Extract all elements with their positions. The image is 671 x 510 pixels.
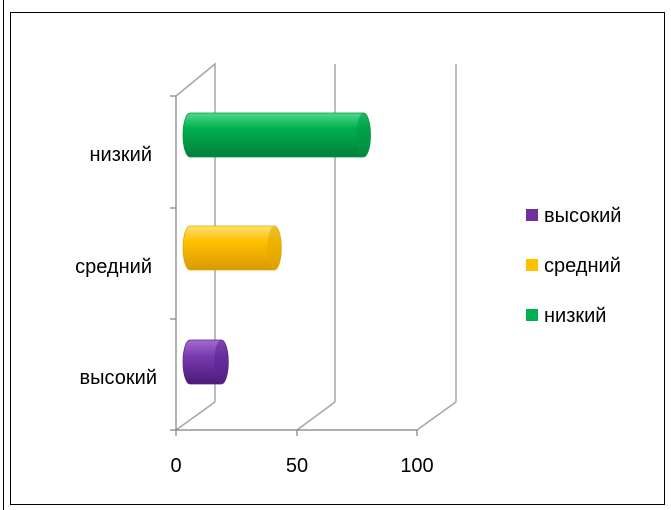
bar-cap-medium [267,226,282,270]
y-tick-label-low: низкий [90,144,152,166]
y-tick-label-high: высокий [80,367,157,389]
legend-label-high: высокий [544,205,621,227]
legend-swatch-high [526,209,538,221]
bars-group [182,112,371,385]
floor-left-edge [175,401,216,431]
legend-swatch-low [526,309,538,321]
legend-label-medium: средний [544,255,621,277]
gridline-100-floor [416,401,457,431]
x-tick-label-50: 50 [286,455,308,477]
back-wall-left-edge [175,62,216,402]
gridline-50-floor [296,401,336,431]
legend: высокий средний низкий [526,205,621,327]
bar-cap-low [356,113,371,157]
legend-swatch-medium [526,259,538,271]
chart-border [10,12,665,505]
bar-cap-high [214,340,229,384]
bar-low [182,112,371,158]
y-tick-label-medium: средний [75,256,152,278]
bar-medium [182,225,282,271]
legend-label-low: низкий [544,305,606,327]
chart-axes [170,95,418,436]
x-tick-label-100: 100 [400,455,433,477]
x-tick-label-0: 0 [170,455,181,477]
